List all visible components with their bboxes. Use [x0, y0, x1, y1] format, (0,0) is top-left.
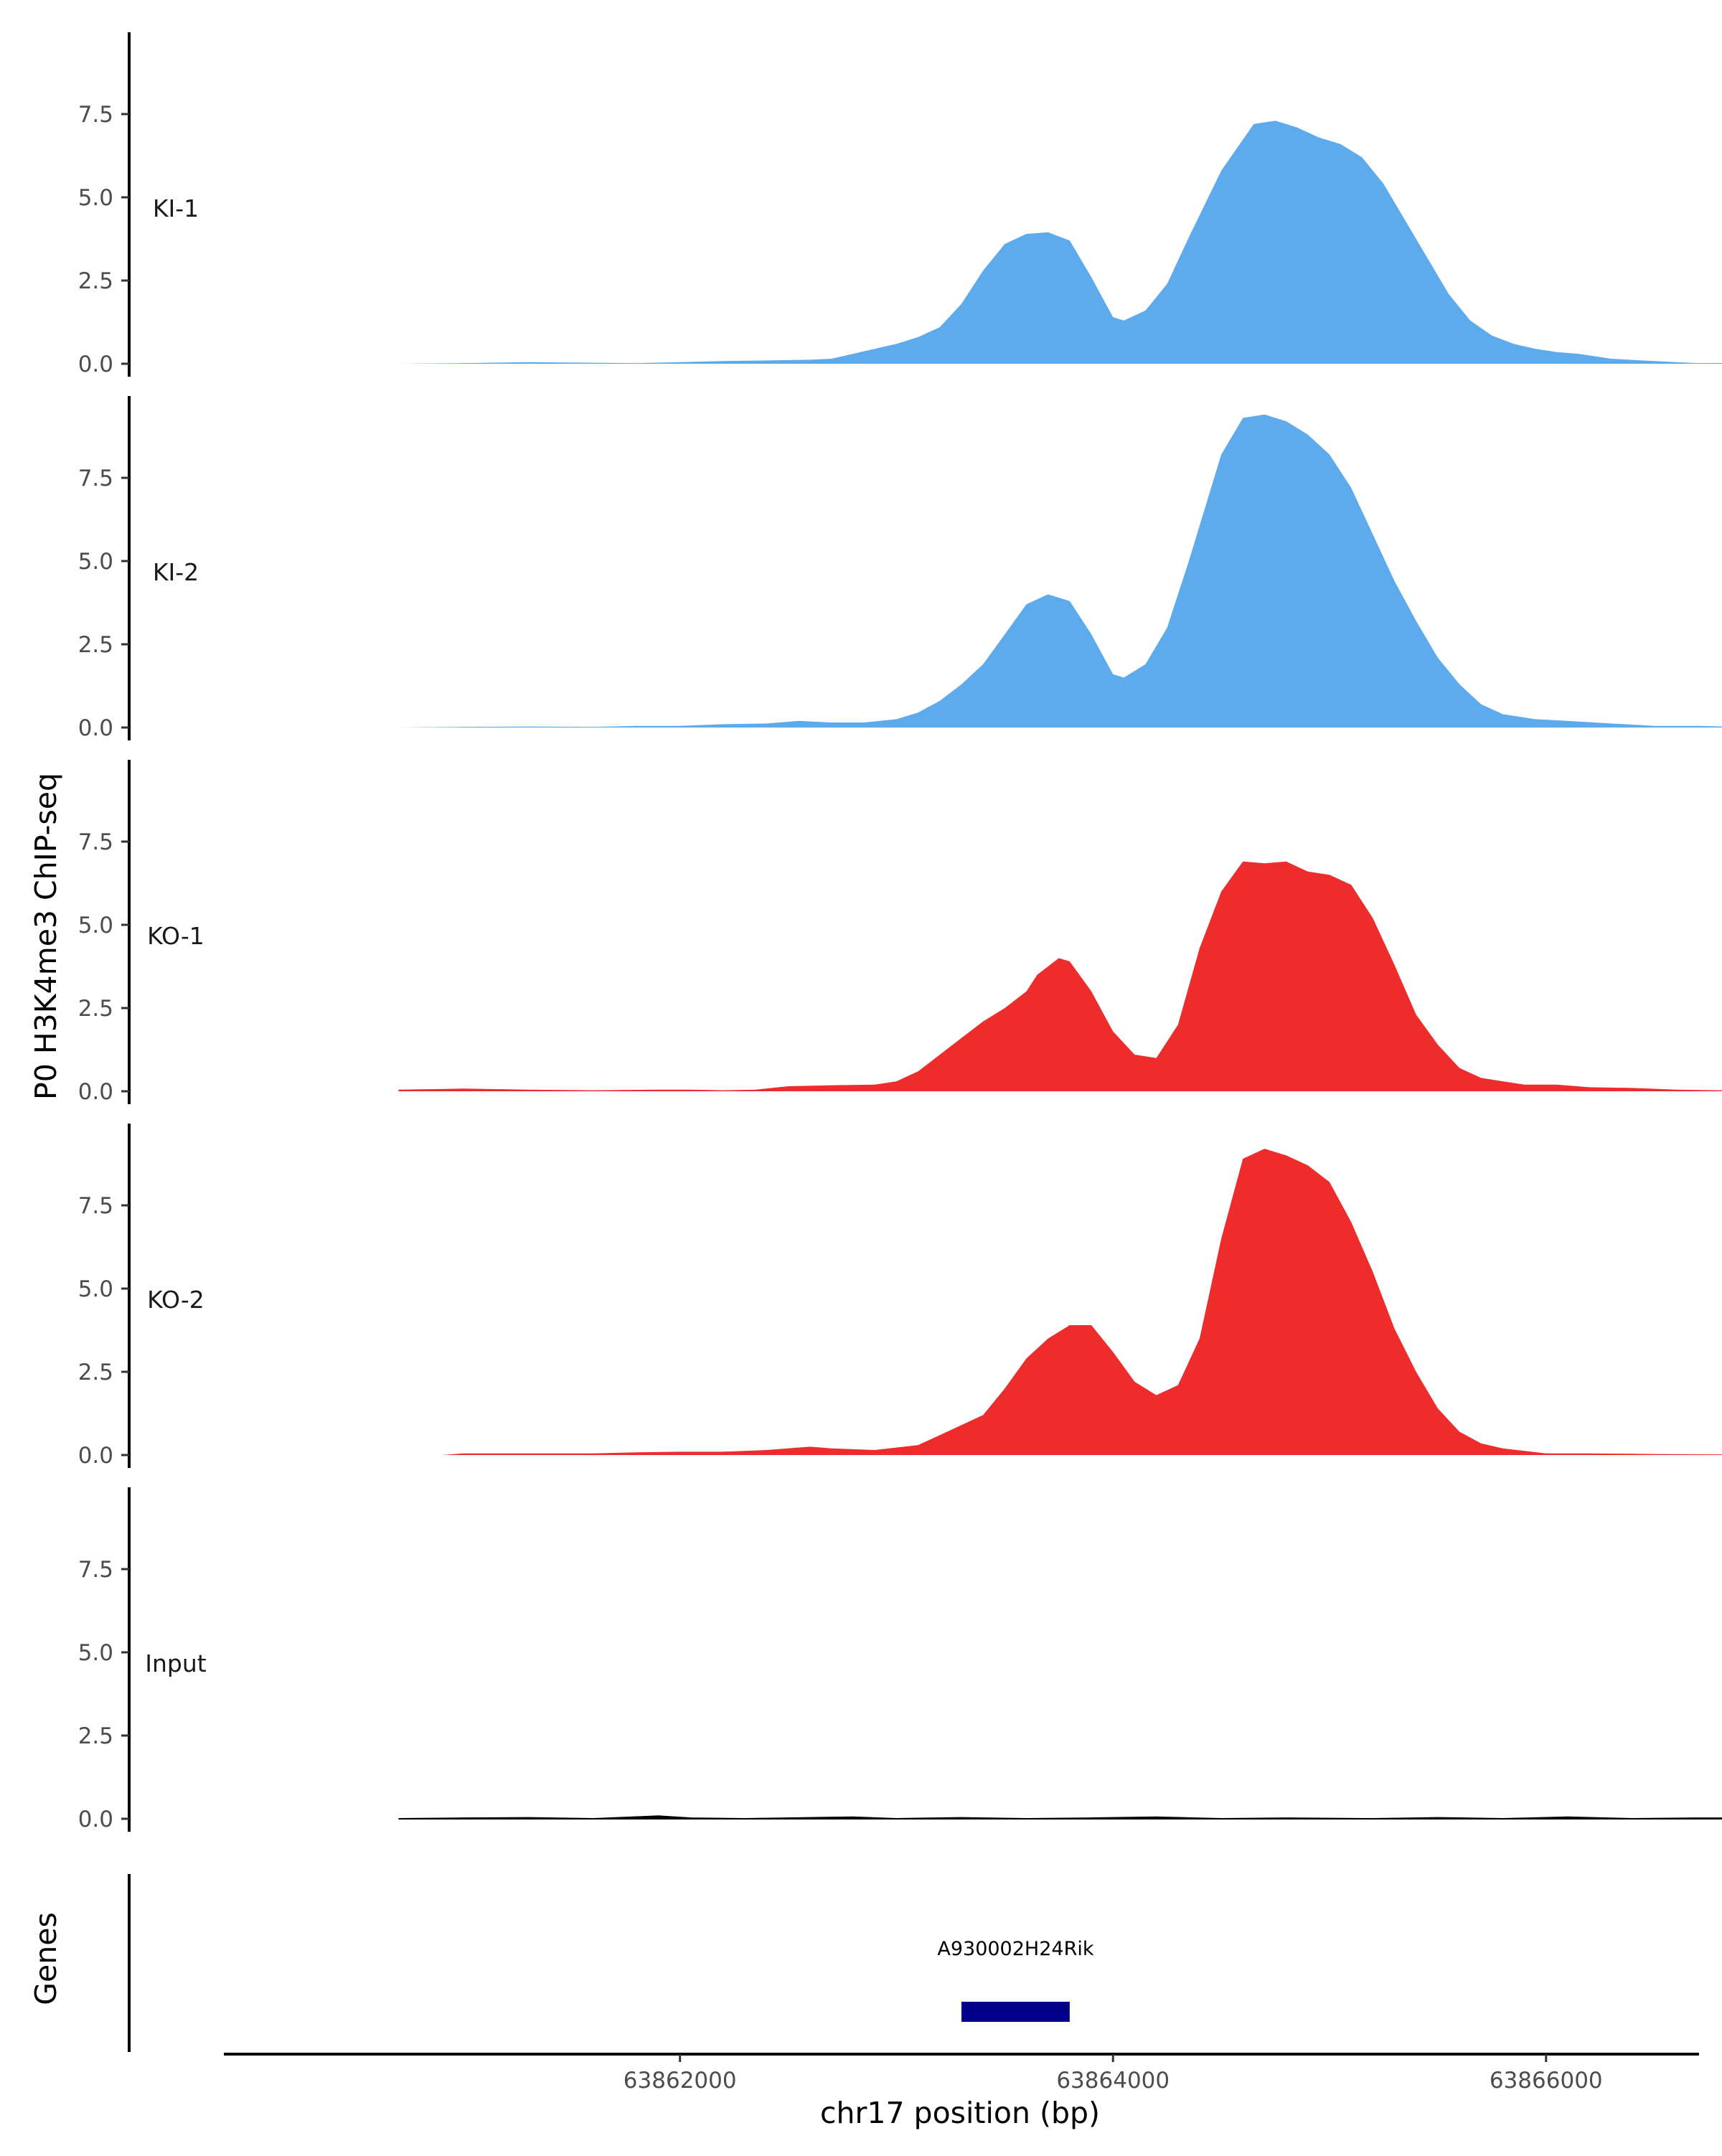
y-tick-label: 7.5: [78, 466, 113, 491]
track-label-ki-1: KI-1: [153, 194, 199, 222]
signal-area-input: [398, 1815, 1722, 1820]
track-label-ko-1: KO-1: [147, 922, 204, 950]
axes-group: [121, 32, 1699, 2062]
y-tick-label: 7.5: [78, 102, 113, 128]
y-tick-label: 7.5: [78, 1557, 113, 1583]
track-label-ki-2: KI-2: [153, 558, 199, 586]
y-tick-label: 0.0: [78, 1443, 113, 1469]
y-tick-label: 5.0: [78, 1640, 113, 1666]
y-tick-label: 0.0: [78, 715, 113, 741]
genes-track-title: Genes: [29, 1912, 63, 2005]
signal-area-ko-2: [398, 1149, 1722, 1455]
signal-area-ki-1: [398, 121, 1722, 364]
y-tick-label: 5.0: [78, 913, 113, 938]
track-label-input: Input: [145, 1649, 207, 1677]
signal-area-ko-1: [398, 861, 1722, 1091]
labels-group: 0.0 2.5 5.0 7.5 KI-1 0.0 2.5 5.0 7.5 KI-2 0.0 2.5 5.…: [78, 102, 1603, 2094]
y-tick-label: 0.0: [78, 1807, 113, 1832]
x-tick-label: 63864000: [1056, 2068, 1170, 2094]
y-tick-label: 5.0: [78, 549, 113, 575]
x-tick-label: 63866000: [1490, 2068, 1603, 2094]
signal-areas: [398, 121, 1722, 2022]
y-tick-label: 0.0: [78, 1079, 113, 1105]
y-tick-label: 7.5: [78, 829, 113, 855]
y-tick-label: 2.5: [78, 1723, 113, 1749]
y-tick-label: 2.5: [78, 268, 113, 294]
y-axis-title: P0 H3K4me3 ChIP-seq: [29, 773, 63, 1100]
track-label-ko-2: KO-2: [147, 1286, 204, 1314]
signal-area-ki-2: [398, 414, 1722, 728]
y-tick-label: 2.5: [78, 632, 113, 658]
y-tick-label: 7.5: [78, 1193, 113, 1219]
x-axis-title: chr17 position (bp): [820, 2096, 1100, 2130]
x-tick-label: 63862000: [624, 2068, 737, 2094]
gene-name-label: A930002H24Rik: [937, 1938, 1093, 1960]
y-tick-label: 2.5: [78, 1360, 113, 1385]
y-tick-label: 0.0: [78, 352, 113, 377]
gene-model-bar: [961, 2002, 1070, 2022]
y-tick-label: 5.0: [78, 1276, 113, 1302]
y-tick-label: 5.0: [78, 185, 113, 211]
y-tick-label: 2.5: [78, 996, 113, 1022]
